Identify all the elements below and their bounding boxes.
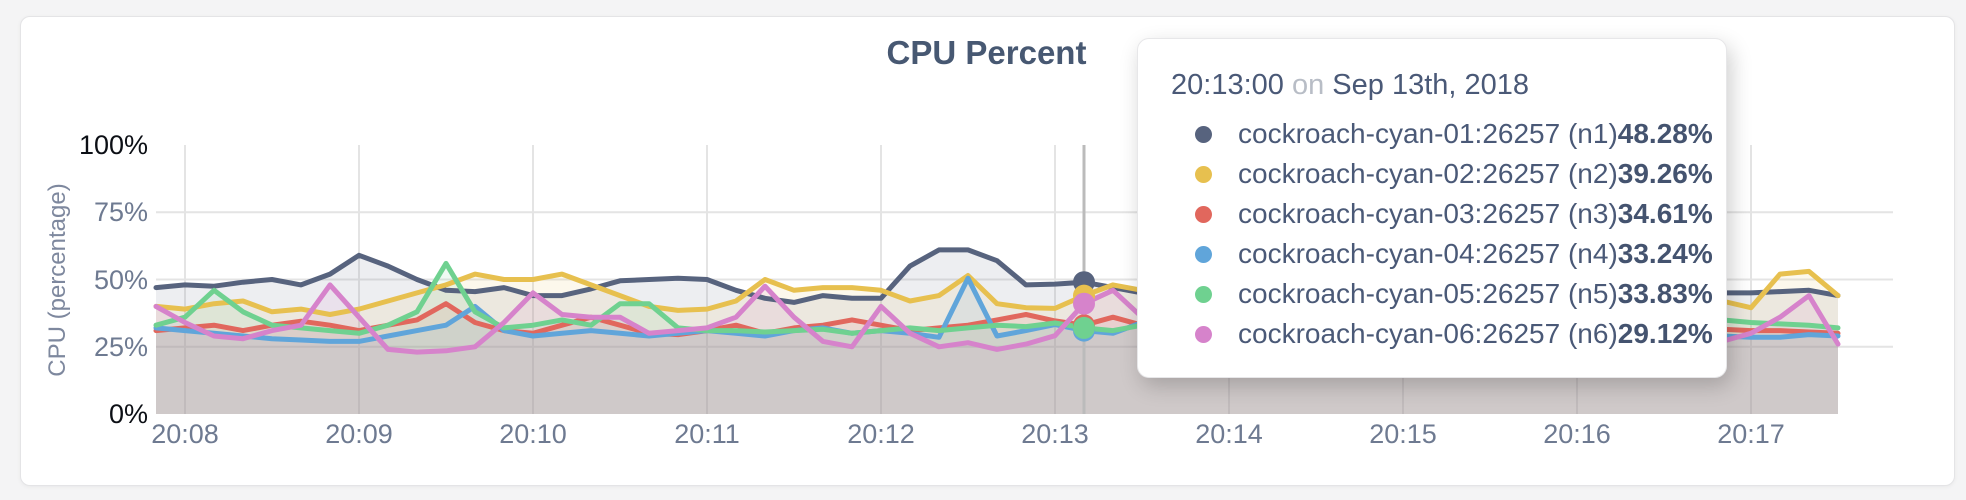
tooltip-series-label: cockroach-cyan-06:26257 (n6) (1238, 318, 1618, 349)
series-color-dot-icon (1195, 205, 1212, 223)
tooltip-series-label: cockroach-cyan-02:26257 (n2) (1238, 158, 1618, 189)
tooltip-series-value: 34.61% (1617, 198, 1713, 229)
x-tick-label: 20:08 (151, 419, 219, 449)
series-area-n4 (156, 278, 1838, 414)
tooltip-series-value: 48.28% (1617, 118, 1713, 149)
tooltip-date: Sep 13th, 2018 (1332, 69, 1530, 101)
x-tick-label: 20:17 (1717, 419, 1785, 449)
tooltip-row: cockroach-cyan-06:26257 (n6) 29.12% (1171, 314, 1713, 354)
hover-dot-n6 (1073, 292, 1095, 315)
tooltip-series-value: 29.12% (1617, 318, 1713, 349)
hover-dot-n5 (1073, 316, 1095, 339)
tooltip-on-word: on (1291, 69, 1325, 101)
x-tick-label: 20:14 (1195, 419, 1263, 449)
tooltip-header: 20:13:00 on Sep 13th, 2018 (1171, 69, 1666, 102)
x-tick-label: 20:09 (325, 419, 393, 449)
series-color-dot-icon (1195, 125, 1212, 143)
y-tick-label: 50% (93, 264, 148, 295)
tooltip-series-value: 39.26% (1617, 158, 1713, 189)
series-color-dot-icon (1195, 245, 1212, 263)
y-tick-label: 75% (93, 197, 148, 228)
x-tick-label: 20:13 (1021, 419, 1089, 449)
series-color-dot-icon (1195, 285, 1212, 303)
tooltip-row: cockroach-cyan-04:26257 (n4) 33.24% (1171, 234, 1713, 274)
tooltip-row: cockroach-cyan-02:26257 (n2) 39.26% (1171, 154, 1713, 194)
tooltip-series-label: cockroach-cyan-03:26257 (n3) (1238, 198, 1618, 229)
chart-title: CPU Percent (886, 34, 1087, 71)
tooltip-legend: cockroach-cyan-01:26257 (n1) 48.28% cockro… (1171, 114, 1713, 354)
y-axis-label: CPU (percentage) (44, 183, 71, 377)
series-color-dot-icon (1195, 165, 1212, 183)
tooltip-series-label: cockroach-cyan-01:26257 (n1) (1238, 118, 1618, 149)
hover-tooltip: 20:13:00 on Sep 13th, 2018 cockroach-cya… (1137, 38, 1727, 378)
y-tick-label: 100% (78, 130, 148, 160)
series-color-dot-icon (1195, 325, 1212, 343)
y-tick-label: 25% (93, 331, 148, 362)
x-tick-label: 20:11 (674, 419, 740, 449)
tooltip-row: cockroach-cyan-05:26257 (n5) 33.83% (1171, 274, 1713, 314)
x-tick-label: 20:10 (499, 419, 567, 449)
x-tick-label: 20:12 (847, 419, 915, 449)
tooltip-row: cockroach-cyan-01:26257 (n1) 48.28% (1171, 114, 1713, 154)
tooltip-series-value: 33.83% (1617, 278, 1713, 309)
x-tick-label: 20:15 (1369, 419, 1437, 449)
tooltip-series-value: 33.24% (1617, 238, 1713, 269)
tooltip-series-label: cockroach-cyan-05:26257 (n5) (1238, 278, 1618, 309)
y-tick-label: 0% (108, 399, 148, 429)
tooltip-time: 20:13:00 (1171, 69, 1284, 101)
tooltip-series-label: cockroach-cyan-04:26257 (n4) (1238, 238, 1618, 269)
x-tick-label: 20:16 (1543, 419, 1611, 449)
tooltip-row: cockroach-cyan-03:26257 (n3) 34.61% (1171, 194, 1713, 234)
